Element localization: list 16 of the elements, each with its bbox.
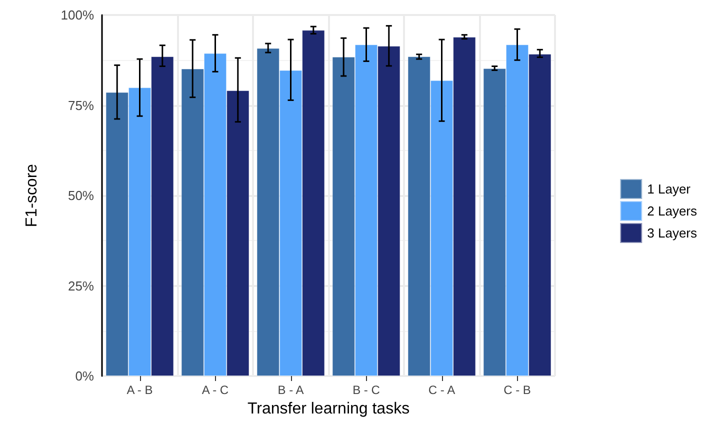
x-tick-label: C - B [504,383,531,397]
x-tick-label: B - C [352,383,380,397]
y-axis-title: F1-score [24,164,40,228]
x-tick-label: B - A [278,383,304,397]
x-tick-label: A - B [126,383,153,397]
legend-label: 3 Layers [647,226,698,240]
y-tick-label: 25% [68,278,94,294]
x-tick-label: A - C [202,383,229,397]
legend-label: 2 Layers [647,204,698,218]
x-axis-title: Transfer learning tasks [247,400,410,418]
x-tick-label: C - A [428,383,456,397]
y-tick-label: 75% [68,98,94,113]
y-tick-label: 50% [68,188,94,203]
y-tick-label: 0% [75,368,94,384]
legend-label: 1 Layer [647,182,692,196]
y-tick-label: 100% [60,8,94,22]
